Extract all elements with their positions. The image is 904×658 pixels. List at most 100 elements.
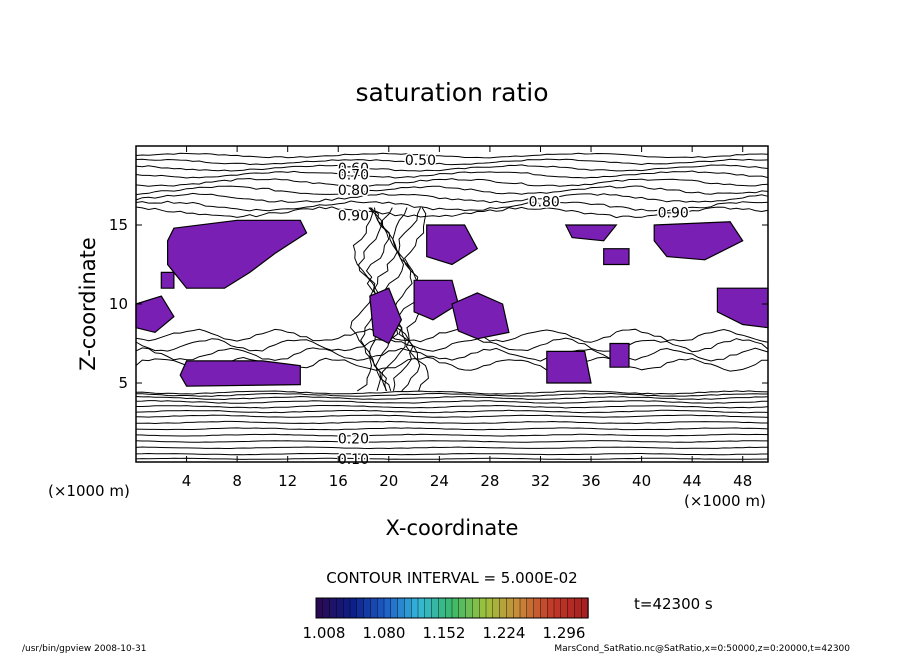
contour-line bbox=[135, 347, 769, 362]
contour-label: 0.90 bbox=[658, 205, 689, 221]
colorbar-tick-label: 1.080 bbox=[363, 624, 406, 642]
colorbar-cell bbox=[574, 597, 582, 619]
colorbar-cell bbox=[465, 597, 474, 619]
supersaturated-region bbox=[653, 221, 744, 261]
colorbar-cell bbox=[431, 597, 440, 619]
contour-interval: CONTOUR INTERVAL = 5.000E-02 bbox=[326, 569, 577, 587]
colorbar-cell bbox=[581, 597, 589, 619]
colorbar-cell bbox=[424, 597, 433, 619]
colorbar-tick-labels: 1.008 1.080 1.152 1.224 1.296 bbox=[303, 624, 586, 642]
supersaturated-regions bbox=[135, 219, 769, 387]
contour-line bbox=[135, 158, 769, 166]
contour-label: 0.80 bbox=[529, 194, 560, 210]
y-tick-label: 15 bbox=[109, 216, 128, 234]
colorbar-cell bbox=[526, 597, 535, 619]
colorbar-cell bbox=[397, 597, 406, 619]
chart-title: saturation ratio bbox=[355, 78, 548, 107]
footer-right: MarsCond_SatRatio.nc@SatRatio,x=0:50000,… bbox=[554, 644, 850, 654]
contour-label: 0.10 bbox=[338, 452, 369, 468]
colorbar-cell bbox=[472, 597, 480, 619]
supersaturated-region bbox=[609, 342, 630, 368]
contour-line bbox=[135, 164, 769, 172]
colorbar-cell bbox=[499, 597, 508, 619]
contour-lines bbox=[135, 152, 769, 460]
x-tick-label: 36 bbox=[581, 472, 600, 490]
supersaturated-region bbox=[413, 279, 459, 321]
colorbar-cell bbox=[506, 597, 514, 619]
colorbar-cell bbox=[485, 597, 494, 619]
colorbar-cell bbox=[404, 597, 412, 619]
x-tick-label: 24 bbox=[430, 472, 449, 490]
contour-label: 0.20 bbox=[338, 431, 369, 447]
x-tick-label: 44 bbox=[683, 472, 702, 490]
z-unit-label: (×1000 m) bbox=[48, 482, 130, 500]
contour-line bbox=[136, 392, 768, 397]
colorbar-cell bbox=[336, 597, 344, 619]
colorbar-cell bbox=[390, 597, 399, 619]
supersaturated-region bbox=[716, 287, 769, 329]
y-axis-ticks: 5 10 15 bbox=[109, 216, 768, 392]
x-tick-label: 12 bbox=[278, 472, 297, 490]
colorbar-tick-label: 1.224 bbox=[483, 624, 526, 642]
y-tick-label: 10 bbox=[109, 295, 128, 313]
supersaturated-region bbox=[564, 224, 618, 242]
colorbar-cell bbox=[513, 597, 521, 619]
colorbar-cell bbox=[547, 597, 555, 619]
contour-line bbox=[135, 446, 768, 450]
x-tick-label: 4 bbox=[182, 472, 192, 490]
contour-line bbox=[135, 185, 769, 196]
y-tick-label: 5 bbox=[118, 374, 128, 392]
contour-line bbox=[135, 409, 769, 414]
x-tick-label: 32 bbox=[531, 472, 550, 490]
colorbar-cell bbox=[322, 597, 331, 619]
contour-line bbox=[135, 337, 769, 353]
contour-line bbox=[135, 395, 769, 401]
x-tick-label: 48 bbox=[733, 472, 752, 490]
supersaturated-region bbox=[451, 292, 510, 340]
colorbar-cell bbox=[343, 597, 351, 619]
colorbar-cell bbox=[458, 597, 467, 619]
colorbar-tick-label: 1.008 bbox=[303, 624, 346, 642]
contour-line bbox=[135, 200, 769, 212]
footer-left: /usr/bin/gpview 2008-10-31 bbox=[22, 644, 146, 654]
supersaturated-region bbox=[160, 271, 175, 289]
x-axis-ticks: 4 8 12 16 20 24 28 32 36 40 44 48 bbox=[182, 146, 752, 490]
supersaturated-region bbox=[546, 350, 592, 384]
supersaturated-region bbox=[426, 224, 479, 266]
colorbar-cell bbox=[411, 597, 419, 619]
time-label: t=42300 s bbox=[634, 595, 713, 613]
supersaturated-region bbox=[179, 360, 301, 387]
colorbar-tick-label: 1.152 bbox=[423, 624, 466, 642]
x-tick-label: 8 bbox=[232, 472, 242, 490]
colorbar-cell bbox=[553, 597, 562, 619]
x-tick-label: 20 bbox=[379, 472, 398, 490]
colorbar-cell bbox=[383, 597, 392, 619]
contour-line bbox=[135, 192, 769, 204]
contour-label: 0.50 bbox=[405, 153, 436, 169]
colorbar-cell bbox=[479, 597, 487, 619]
contour-line bbox=[135, 457, 769, 460]
contour-line bbox=[135, 390, 769, 395]
x-tick-label: 28 bbox=[480, 472, 499, 490]
contour-line bbox=[135, 328, 769, 343]
colorbar-cell bbox=[377, 597, 385, 619]
contour-line bbox=[135, 433, 769, 437]
contour-line bbox=[136, 420, 768, 425]
y-axis-label: Z-coordinate bbox=[76, 237, 100, 371]
contour-line bbox=[135, 440, 768, 443]
contour-line bbox=[391, 207, 414, 392]
colorbar-cell bbox=[438, 597, 446, 619]
colorbar-frame bbox=[315, 597, 589, 619]
x-axis-label: X-coordinate bbox=[386, 516, 519, 540]
contour-labels: 0.500.600.700.800.800.90 0.900.100.20 bbox=[336, 152, 690, 470]
x-tick-label: 40 bbox=[632, 472, 651, 490]
contour-line bbox=[135, 452, 768, 456]
supersaturated-region bbox=[167, 219, 308, 289]
contour-label: 0.90 bbox=[338, 209, 369, 225]
colorbar-cell bbox=[329, 597, 338, 619]
contour-line bbox=[135, 170, 769, 179]
colorbar-cell bbox=[540, 597, 548, 619]
colorbar-cell bbox=[533, 597, 542, 619]
